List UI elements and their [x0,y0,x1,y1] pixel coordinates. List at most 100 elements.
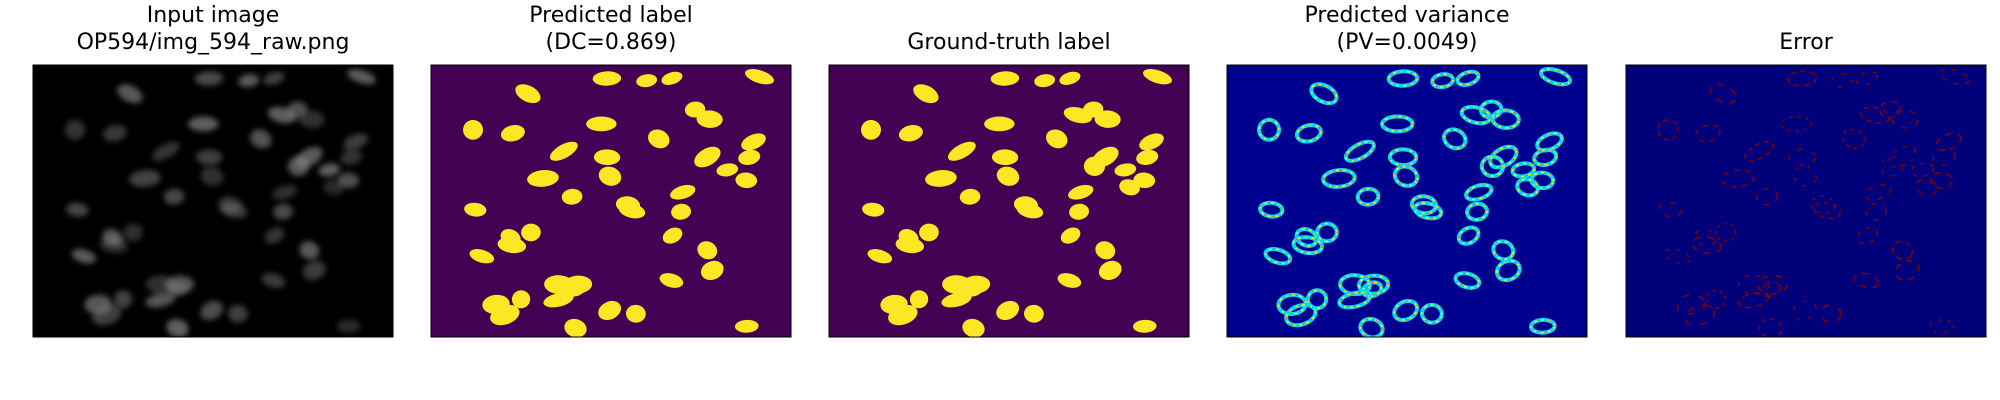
variance-ring-peak [1393,300,1418,321]
nucleus-mask [925,170,957,187]
error-ring [1694,228,1717,247]
panel-frame [32,64,394,338]
nucleus [302,260,326,281]
error-ring [1929,171,1953,189]
nucleus-mask [1139,133,1164,151]
image-background [829,65,1189,337]
variance-ring-peak [1466,203,1488,221]
nucleus-mask [1034,74,1056,88]
variance-ring-peak [1357,188,1379,206]
nucleus [123,223,143,242]
nucleus-mask [913,84,939,104]
nucleus-mask [996,300,1020,321]
nucleus-mask [490,304,520,326]
nucleus [102,125,127,142]
nucleus [92,304,122,326]
nucleus-mask [662,227,683,244]
nucleus [299,241,320,260]
nucleus-mask [1023,304,1044,323]
nucleus [151,141,180,161]
nucleus-mask [592,71,622,86]
nucleus-mask [716,163,739,177]
error-ring [1879,100,1902,119]
variance-ring-peak [1258,119,1280,141]
variance-ring-peak [1489,146,1518,168]
nucleus [340,149,363,165]
error-ring [1915,178,1938,197]
nucleus-mask [1057,273,1082,288]
nucleus-mask [941,292,972,308]
nucleus [343,133,368,151]
nucleus-mask [696,110,723,128]
nucleus-mask [586,116,617,132]
variance-ring-peak [1259,202,1283,218]
nucleus [272,184,298,200]
panel-frame [1625,64,1987,338]
nucleus-mask [862,202,885,217]
variance-ring-peak [1293,236,1323,254]
nucleus [145,292,176,308]
nucleus-mask [593,149,621,166]
nucleus-mask [1092,146,1119,168]
nucleus-mask [694,146,721,168]
nucleus [261,273,286,288]
nucleus [163,188,185,205]
nucleus-mask [741,133,766,151]
nucleus-mask [1016,202,1044,219]
error-ring [1744,140,1774,162]
nucleus-mask [962,318,985,337]
nucleus-mask [463,119,483,140]
nucleus [250,129,272,149]
variance-ring-peak [1492,109,1520,129]
nucleus-mask [561,188,583,205]
nucleus [323,179,344,196]
nucleus [146,275,176,295]
nucleus-mask [544,275,574,295]
nucleus-mask [991,149,1019,166]
nucleus-mask [1098,260,1122,281]
nucleus-mask [1059,71,1081,85]
error-ring [1880,155,1903,177]
nucleus-mask [567,282,586,297]
variance-ring-peak [1455,272,1480,289]
nucleus [99,237,129,254]
image-background [431,65,791,337]
nucleus-mask [1143,69,1173,85]
nucleus-mask [745,69,775,85]
panel-frame [828,64,1190,338]
variance-ring-peak [1381,116,1414,132]
error-ring [1721,169,1755,188]
error-ring [1842,128,1866,150]
panel-title: (PV=0.0049) [1337,30,1478,55]
nucleus [166,318,189,337]
variance-ring-peak [1533,149,1557,166]
nucleus [273,203,294,220]
nucleus [195,149,223,166]
nucleus [188,116,219,132]
nucleus-mask [515,84,541,104]
nucleus [296,146,323,168]
nucleus-mask [464,202,487,217]
nucleus-mask [734,319,759,333]
nucleus-mask [648,129,670,149]
error-ring [1888,146,1917,169]
nucleus-mask [1068,184,1094,200]
error-ring [1757,274,1788,295]
error-ring [1758,318,1783,337]
panel-image [431,65,791,337]
nucleus-mask [527,170,559,187]
variance-ring-peak [1496,260,1521,281]
nucleus [263,71,285,85]
error-ring [1715,222,1737,243]
nucleus-mask [909,290,929,309]
nucleus-mask [1095,241,1116,260]
nucleus [169,282,188,297]
nucleus-mask [867,249,893,264]
variance-ring-inner [1296,124,1322,143]
nucleus-mask [984,116,1015,132]
variance-ring-peak [1389,148,1417,166]
variance-ring-peak [1443,128,1467,149]
variance-ring-inner [1536,132,1563,152]
nucleus [113,290,133,309]
variance-ring-peak [1530,172,1554,189]
